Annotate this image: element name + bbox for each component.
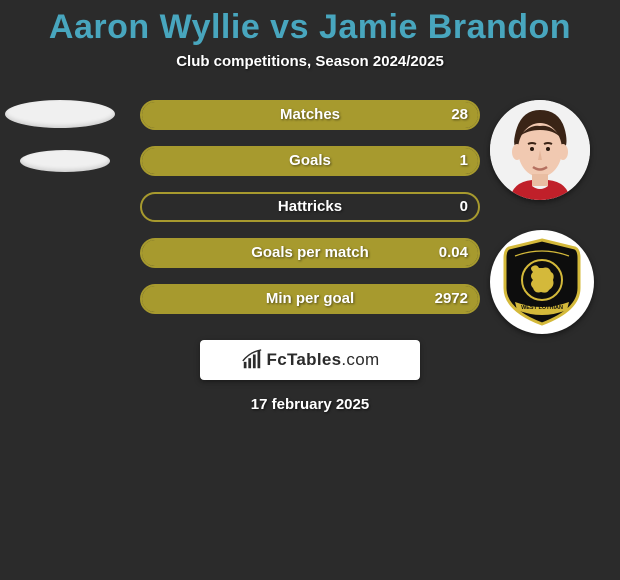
attribution-logo: FcTables.com [200,340,420,380]
stat-bar: Goals per match0.04 [140,238,480,268]
right-player-column: WEST LOTHIAN [490,100,600,334]
logo-suffix: .com [341,350,379,369]
stat-bar: Matches28 [140,100,480,130]
stat-bar-right-value: 1 [460,148,468,174]
left-club-placeholder [20,150,110,172]
left-player-placeholder [5,100,115,128]
stat-bar-right-value: 0.04 [439,240,468,266]
subtitle: Club competitions, Season 2024/2025 [0,53,620,70]
stat-bar: Goals1 [140,146,480,176]
right-club-badge: WEST LOTHIAN [490,230,594,334]
stat-bar-right-value: 28 [451,102,468,128]
stat-bar-label: Goals [142,148,478,174]
logo-brand: FcTables [267,350,342,369]
badge-bottom-text: WEST LOTHIAN [521,305,563,311]
stat-bar-label: Goals per match [142,240,478,266]
stat-bar-label: Hattricks [142,194,478,220]
page-title: Aaron Wyllie vs Jamie Brandon [0,0,620,47]
stat-bar: Min per goal2972 [140,284,480,314]
stat-bar-right-value: 2972 [435,286,468,312]
logo-text: FcTables.com [267,350,380,370]
right-player-photo [490,100,590,200]
generation-date: 17 february 2025 [0,396,620,413]
chart-icon [241,349,263,371]
stat-bar-right-value: 0 [460,194,468,220]
stats-area: WEST LOTHIAN Matches28 Goals1 Hattricks0 Go… [0,100,620,314]
left-player-column [5,100,125,194]
stat-bar-label: Matches [142,102,478,128]
stat-bar: Hattricks0 [140,192,480,222]
stat-bar-label: Min per goal [142,286,478,312]
